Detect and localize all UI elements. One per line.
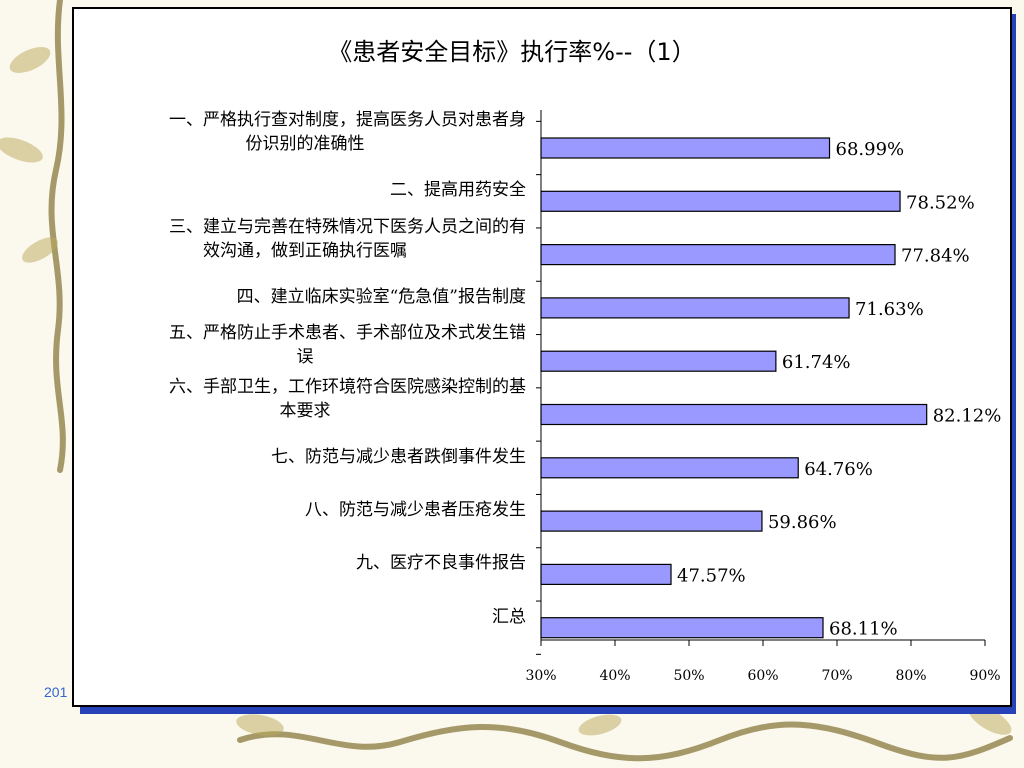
bar [540, 457, 799, 479]
bar [540, 617, 824, 639]
bar [540, 403, 928, 426]
category-label-line: 误 [296, 347, 314, 368]
category-label-line: 四、建立临床实验室“危急值”报告制度 [236, 286, 526, 307]
category-label-line: 五、严格防止手术患者、手术部位及术式发生错 [169, 323, 526, 344]
bar [540, 137, 831, 159]
slide-footer-text: 201 [44, 684, 68, 700]
category-label: 七、防范与减少患者跌倒事件发生 [84, 445, 526, 469]
x-tick-label: 50% [673, 668, 704, 684]
category-label-line: 一、严格执行查对制度，提高医务人员对患者身 [169, 110, 526, 130]
bar-value-label: 61.74% [782, 352, 851, 373]
category-label: 五、严格防止手术患者、手术部位及术式发生错误 [84, 321, 526, 369]
category-label-line: 三、建立与完善在特殊情况下医务人员之间的有 [169, 216, 526, 237]
bar-value-label: 68.99% [836, 139, 905, 160]
bar-value-label: 68.11% [829, 619, 898, 640]
category-label: 四、建立临床实验室“危急值”报告制度 [84, 285, 526, 309]
x-tick-label: 30% [525, 668, 556, 684]
bar-value-label: 47.57% [677, 565, 746, 586]
category-label: 六、手部卫生，工作环境符合医院感染控制的基本要求 [84, 375, 526, 423]
bar-value-label: 78.52% [906, 192, 975, 213]
category-label-line: 本要求 [279, 400, 331, 421]
bar-value-label: 77.84% [901, 246, 970, 267]
category-label-line: 七、防范与减少患者跌倒事件发生 [271, 446, 526, 467]
category-label: 九、医疗不良事件报告 [84, 551, 526, 575]
category-label-line: 二、提高用药安全 [390, 180, 526, 201]
category-label-line: 九、医疗不良事件报告 [356, 553, 526, 574]
chart-title: 《患者安全目标》执行率%--（1） [328, 38, 696, 66]
x-tick-label: 90% [969, 668, 1000, 684]
category-label-line: 份识别的准确性 [245, 134, 365, 154]
category-label-line: 汇总 [492, 606, 526, 627]
category-label: 八、防范与减少患者压疮发生 [84, 498, 526, 522]
bar [540, 297, 850, 319]
bar [540, 510, 763, 532]
bar-value-label: 82.12% [933, 406, 1002, 427]
bar-value-label: 71.63% [855, 299, 924, 320]
category-label: 一、严格执行查对制度，提高医务人员对患者身份识别的准确性 [84, 108, 526, 156]
category-label: 二、提高用药安全 [84, 178, 526, 202]
bar [540, 244, 896, 266]
category-label: 汇总 [84, 605, 526, 629]
category-label-line: 效沟通，做到正确执行医嘱 [203, 240, 407, 261]
x-tick-label: 40% [599, 668, 630, 684]
category-label-line: 八、防范与减少患者压疮发生 [305, 499, 526, 520]
category-label: 三、建立与完善在特殊情况下医务人员之间的有效沟通，做到正确执行医嘱 [84, 215, 526, 263]
bar-value-label: 64.76% [804, 459, 873, 480]
bar-value-label: 59.86% [768, 512, 837, 533]
category-label-line: 六、手部卫生，工作环境符合医院感染控制的基 [169, 376, 526, 397]
x-tick-label: 60% [747, 668, 778, 684]
bar [540, 350, 777, 372]
x-tick-label: 70% [821, 668, 852, 684]
x-tick-label: 80% [895, 668, 926, 684]
bar [540, 563, 672, 586]
bar [540, 190, 901, 212]
